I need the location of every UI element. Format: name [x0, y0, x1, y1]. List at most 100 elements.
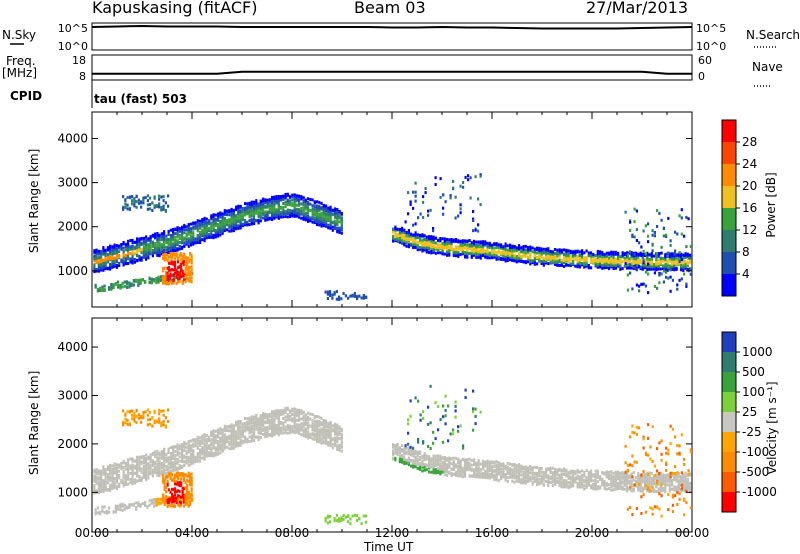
power-cell	[623, 252, 626, 256]
power-cell	[334, 216, 337, 220]
velocity-cell	[138, 466, 141, 470]
power-cell	[325, 209, 328, 213]
velocity-cell	[149, 472, 152, 476]
power-cell	[524, 254, 527, 258]
power-cell	[430, 245, 433, 249]
power-cell	[320, 206, 323, 210]
power-cell	[264, 212, 267, 215]
velocity-cell	[172, 468, 175, 472]
power-cell	[484, 254, 487, 258]
power-cell	[131, 199, 134, 203]
power-cell	[428, 247, 431, 251]
velocity-cell	[295, 418, 298, 422]
velocity-cell	[162, 413, 165, 417]
power-cell	[630, 251, 633, 255]
velocity-cell	[93, 476, 96, 480]
power-cell	[675, 256, 678, 260]
velocity-cell	[102, 479, 105, 483]
velocity-cell	[407, 451, 410, 455]
velocity-cell	[286, 413, 289, 417]
nsearch-tick-bottom: 10^0	[696, 40, 726, 53]
power-cell	[581, 255, 584, 259]
velocity-cell	[172, 457, 175, 461]
power-cell	[137, 278, 140, 282]
power-cell	[479, 256, 482, 260]
power-cell	[162, 267, 165, 271]
power-cell	[129, 252, 132, 256]
power-cell	[109, 265, 112, 269]
velocity-cell	[175, 479, 178, 483]
power-cell	[203, 229, 206, 233]
power-cell	[201, 230, 204, 234]
velocity-cell	[111, 474, 114, 478]
power-cell	[275, 214, 278, 218]
velocity-cell	[165, 499, 168, 503]
power-cell	[668, 252, 671, 256]
power-cell	[117, 280, 120, 284]
power-cell	[316, 204, 319, 208]
power-cell	[302, 212, 305, 216]
power-cell	[210, 221, 213, 225]
power-cell	[509, 250, 512, 254]
velocity-cell	[237, 421, 240, 425]
power-cell	[449, 196, 452, 200]
velocity-cell	[271, 421, 274, 425]
power-cell	[133, 204, 136, 208]
power-cell	[659, 256, 662, 260]
power-cell	[93, 256, 96, 260]
power-cell	[199, 233, 202, 237]
power-cell	[500, 250, 503, 254]
velocity-cell	[169, 469, 172, 473]
power-cell	[626, 253, 629, 257]
velocity-cell	[111, 468, 114, 471]
power-cell	[298, 194, 301, 198]
power-cell	[416, 244, 419, 248]
power-cell	[246, 210, 249, 214]
velocity-cell	[113, 462, 116, 466]
velocity-cell	[284, 409, 287, 413]
velocity-cell	[133, 416, 136, 420]
power-cell	[331, 220, 334, 224]
velocity-cell	[232, 443, 235, 447]
velocity-cell	[178, 472, 181, 476]
power-cell	[629, 250, 632, 254]
power-cell	[118, 261, 121, 265]
power-cell	[626, 263, 629, 267]
power-cell	[156, 237, 159, 241]
power-cell	[531, 261, 534, 265]
power-cell	[208, 226, 211, 230]
velocity-cell	[176, 443, 179, 447]
power-cell	[311, 204, 314, 208]
power-cell	[533, 250, 536, 254]
velocity-cell	[410, 458, 413, 462]
power-cell	[131, 259, 134, 262]
power-cell	[277, 199, 280, 203]
power-cell	[594, 254, 597, 258]
power-cell	[441, 237, 444, 241]
power-cell	[244, 221, 247, 225]
power-cell	[135, 200, 138, 204]
power-cell	[184, 275, 187, 279]
velocity-cell	[177, 482, 180, 486]
power-cell	[545, 247, 548, 251]
power-cell	[403, 234, 406, 238]
power-cell	[131, 238, 134, 242]
velocity-cell	[127, 476, 130, 480]
power-cell	[331, 225, 334, 229]
power-cell	[115, 256, 118, 260]
velocity-cell	[158, 456, 161, 460]
velocity-cell	[264, 415, 267, 419]
velocity-cell	[180, 501, 183, 505]
velocity-cell	[322, 419, 325, 422]
power-cell	[203, 239, 206, 243]
velocity-cell	[244, 422, 247, 425]
velocity-cell	[313, 423, 316, 427]
power-cell	[167, 246, 170, 250]
velocity-cell	[178, 494, 181, 498]
power-cell	[132, 279, 135, 283]
power-cell	[168, 274, 171, 278]
velocity-cell	[262, 416, 265, 420]
power-cell	[190, 254, 193, 258]
power-cell	[102, 268, 105, 272]
power-cell	[459, 239, 462, 243]
